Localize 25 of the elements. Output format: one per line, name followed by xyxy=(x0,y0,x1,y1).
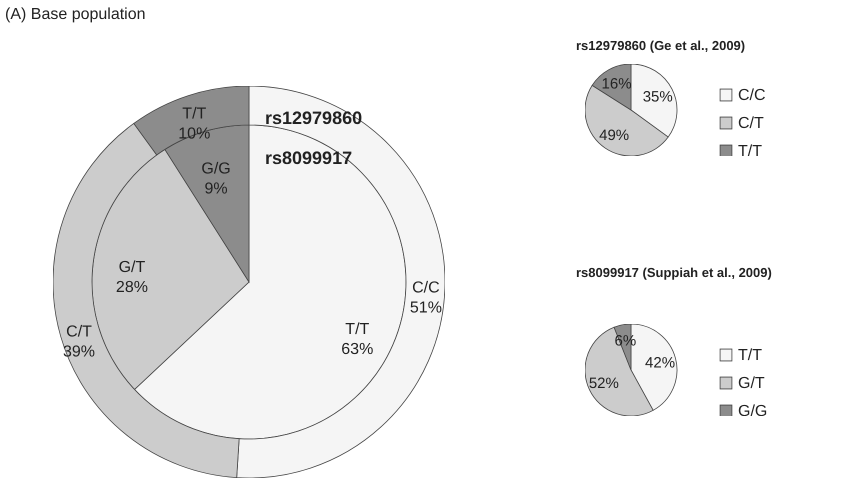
data-label: 9% xyxy=(204,180,228,198)
legend-label: C/C xyxy=(738,87,766,104)
legend-label: G/T xyxy=(738,375,765,392)
legend-label: T/T xyxy=(738,143,762,160)
data-label: 28% xyxy=(116,279,148,296)
slice-label: C/C xyxy=(412,280,440,297)
data-label: 63% xyxy=(341,340,374,358)
slice-label: T/T xyxy=(182,106,207,123)
chart-title: rs8099917 (Suppiah et al., 2009) xyxy=(576,265,772,280)
legend-label: C/T xyxy=(738,115,764,132)
data-label: 35% xyxy=(642,88,673,106)
data-label: 16% xyxy=(602,76,632,93)
text: rs12979860 xyxy=(265,108,362,129)
slice-label: G/T xyxy=(118,259,146,276)
legend-label: T/T xyxy=(738,347,762,364)
chart-title: (A) Base population xyxy=(5,6,146,24)
slice-label: T/T xyxy=(345,320,370,338)
data-label: 52% xyxy=(588,374,619,392)
slice-label: C/T xyxy=(66,323,92,340)
data-label: 49% xyxy=(599,126,630,144)
chart-title: rs12979860 (Ge et al., 2009) xyxy=(576,38,746,53)
data-label: 51% xyxy=(410,300,442,317)
data-label: 42% xyxy=(645,354,676,372)
slice-label: G/G xyxy=(201,160,231,178)
legend-label: G/G xyxy=(738,403,768,420)
